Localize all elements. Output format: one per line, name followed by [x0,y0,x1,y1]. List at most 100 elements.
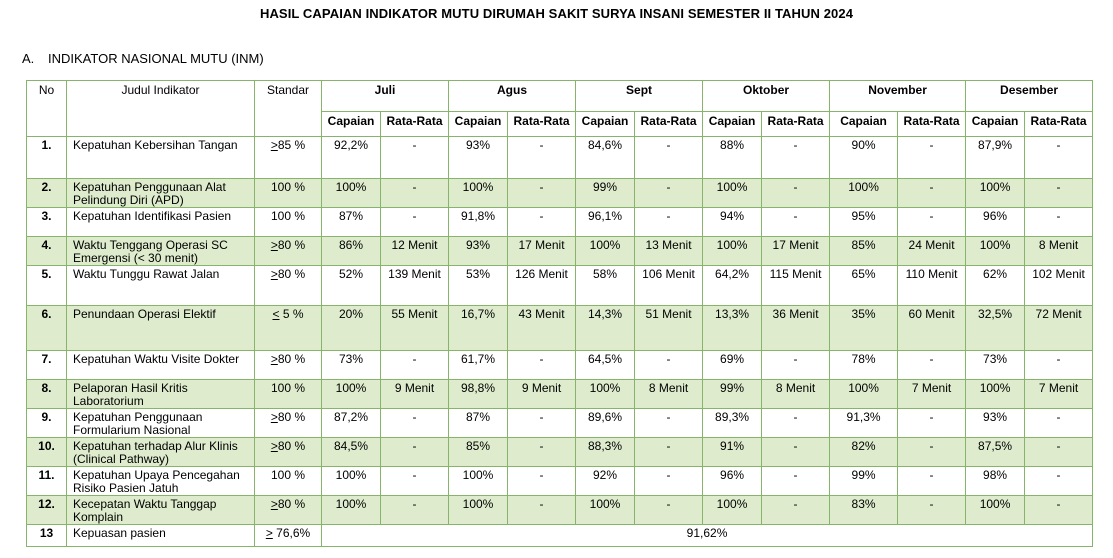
standard-symbol: > [270,267,278,281]
rata-rata-value: - [634,178,704,208]
section-letter: A. [22,51,35,66]
capaian-value: 89,6% [575,408,636,438]
capaian-value: 100% [575,495,636,525]
row-number: 11. [26,466,67,496]
capaian-value: 85% [829,236,899,266]
indicator-title: Kepatuhan Identifikasi Pasien [66,207,255,237]
rata-rata-value: 72 Menit [1024,305,1094,351]
rata-rata-value: - [634,350,704,380]
rata-rata-value: - [634,207,704,237]
rata-rata-value: 7 Menit [897,379,967,409]
table-row: 11. Kepatuhan Upaya Pencegahan Risiko Pas… [26,466,1094,496]
capaian-value: 99% [702,379,763,409]
capaian-value: 92% [575,466,636,496]
rata-rata-value: - [761,495,831,525]
header-row-months: No Judul Indikator Standar Juli Agus Sep… [26,80,1094,137]
row-number: 7. [26,350,67,380]
indicator-title: Pelaporan Hasil Kritis Laboratorium [66,379,255,409]
capaian-value: 53% [448,265,509,306]
capaian-value: 100% [965,236,1026,266]
capaian-value: 84,6% [575,136,636,179]
table-row: 5. Waktu Tunggu Rawat Jalan >80 % 52% 139 Me… [26,265,1094,306]
capaian-value: 100% [575,379,636,409]
row-number: 8. [26,379,67,409]
indicator-title: Kecepatan Waktu Tanggap Komplain [66,495,255,525]
indicator-title: Kepatuhan Penggunaan Alat Pelindung Diri… [66,178,255,208]
rata-rata-value: - [761,408,831,438]
rata-rata-value: - [1024,466,1094,496]
row-number: 6. [26,305,67,351]
rata-rata-value: - [507,207,577,237]
standard-value: 80 % [277,238,306,252]
standard-symbol: > [270,439,278,453]
capaian-value: 95% [829,207,899,237]
rata-rata-value: - [379,495,450,525]
table-row: 13 Kepuasan pasien > 76,6% 91,62% [26,524,1094,547]
header-rata-rata: Rata-Rata [634,111,704,137]
rata-rata-value: - [379,178,450,208]
capaian-value: 100% [321,495,381,525]
rata-rata-value: 60 Menit [897,305,967,351]
rata-rata-value: - [634,408,704,438]
rata-rata-value: 8 Menit [1024,236,1094,266]
indicator-title: Waktu Tunggu Rawat Jalan [66,265,255,306]
capaian-value: 100% [448,466,509,496]
header-capaian: Capaian [829,111,899,137]
row-number: 9. [26,408,67,438]
header-capaian: Capaian [321,111,381,137]
indicator-title: Kepatuhan Waktu Visite Dokter [66,350,255,380]
row-number: 10. [26,437,67,467]
rata-rata-value: 9 Menit [379,379,450,409]
rata-rata-value: - [507,408,577,438]
rata-rata-value: - [1024,437,1094,467]
rata-rata-value: - [761,437,831,467]
table-row: 8. Pelaporan Hasil Kritis Laboratorium 100… [26,379,1094,409]
header-standar: Standar [254,80,322,137]
rata-rata-value: - [634,495,704,525]
rata-rata-value: - [634,466,704,496]
rata-rata-value: 9 Menit [507,379,577,409]
capaian-value: 87,5% [965,437,1026,467]
standard-symbol: > [270,238,278,252]
rata-rata-value: - [379,350,450,380]
capaian-value: 100% [575,236,636,266]
merged-value: 91,62% [320,524,1094,547]
rata-rata-value: - [507,178,577,208]
capaian-value: 62% [965,265,1026,306]
rata-rata-value: - [507,495,577,525]
rata-rata-value: - [1024,350,1094,380]
rata-rata-value: - [897,136,967,179]
capaian-value: 58% [575,265,636,306]
rata-rata-value: 7 Menit [1024,379,1094,409]
rata-rata-value: - [1024,408,1094,438]
indicator-title: Waktu Tenggang Operasi SC Emergensi (< 3… [66,236,255,266]
header-rata-rata: Rata-Rata [761,111,831,137]
header-capaian: Capaian [965,111,1026,137]
rata-rata-value: - [1024,495,1094,525]
rata-rata-value: - [897,207,967,237]
capaian-value: 82% [829,437,899,467]
rata-rata-value: 139 Menit [379,265,450,306]
rata-rata-value: 126 Menit [507,265,577,306]
capaian-value: 100% [321,466,381,496]
indicator-table: No Judul Indikator Standar Juli Agus Sep… [26,80,1094,547]
standard-symbol: > [265,526,273,540]
rata-rata-value: - [379,207,450,237]
indicator-title: Penundaan Operasi Elektif [66,305,255,351]
document-title: HASIL CAPAIAN INDIKATOR MUTU DIRUMAH SAK… [259,6,854,21]
row-number: 5. [26,265,67,306]
capaian-value: 100% [702,178,763,208]
table-row: 6. Penundaan Operasi Elektif < 5 % 20% 55 Me… [26,305,1094,351]
capaian-value: 90% [829,136,899,179]
header-month: November [829,80,967,112]
standard-value: 76,6% [272,526,311,540]
standard-symbol: > [270,352,278,366]
rata-rata-value: - [634,136,704,179]
capaian-value: 94% [702,207,763,237]
standard-value: 80 % [277,497,306,511]
rata-rata-value: 8 Menit [761,379,831,409]
capaian-value: 96% [702,466,763,496]
capaian-value: 35% [829,305,899,351]
rata-rata-value: 8 Menit [634,379,704,409]
capaian-value: 98,8% [448,379,509,409]
